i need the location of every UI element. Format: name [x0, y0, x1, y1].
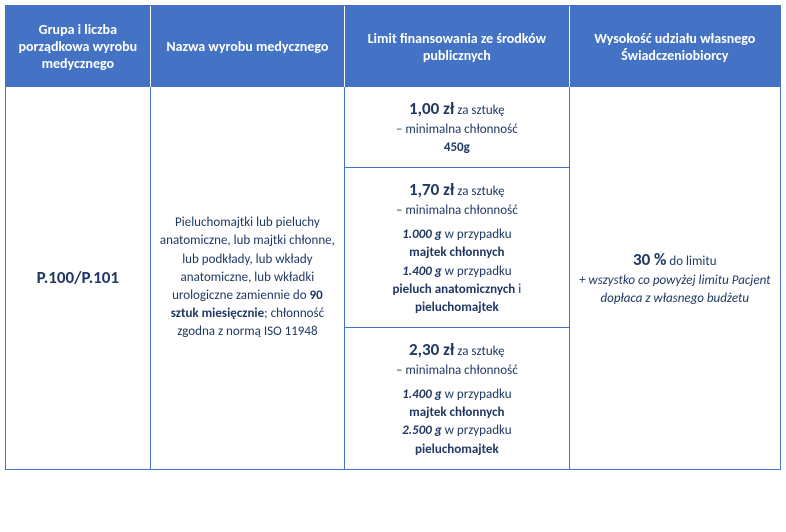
limit3-w2: 2.500 g	[402, 423, 442, 438]
limit1-weight: 450g	[357, 139, 556, 157]
header-limit: Limit finansowania ze środków publicznyc…	[345, 6, 569, 87]
header-share: Wysokość udziału własnego Świadczeniobio…	[570, 6, 780, 87]
cell-share: 30 % do limitu + wszystko co powyżej lim…	[570, 87, 780, 469]
limit-tier-1: 1,00 zł za sztukę – minimalna chłonność …	[345, 87, 568, 168]
limit3-w2-suffix: w przypadku	[442, 423, 512, 438]
cell-code: P.100/P.101	[6, 87, 151, 469]
limit2-w2: 1.400 g	[402, 264, 442, 279]
table-header-row: Grupa i liczba porządkowa wyrobu medyczn…	[6, 6, 780, 87]
limit2-w1-suffix: w przypadku	[442, 227, 512, 242]
limit2-w2-join: i	[515, 282, 521, 297]
header-product-name: Nazwa wyrobu medycznego	[151, 6, 346, 87]
limit-tier-3: 2,30 zł za sztukę – minimalna chłonność …	[345, 328, 568, 469]
table-row: P.100/P.101 Pieluchomajtki lub pieluchy …	[6, 87, 780, 469]
limit2-sub: – minimalna chłonność	[357, 202, 556, 220]
share-percent: 30 %	[633, 249, 666, 270]
limit1-sub: – minimalna chłonność	[357, 121, 556, 139]
limit3-price: 2,30 zł	[409, 339, 454, 360]
limit3-w1: 1.400 g	[402, 387, 442, 402]
limit1-price-suffix: za sztukę	[454, 103, 504, 118]
limit3-w2-item: pieluchomajtek	[357, 441, 556, 459]
share-note: + wszystko co powyżej limitu Pacjent dop…	[578, 272, 772, 308]
limit-tier-2: 1,70 zł za sztukę – minimalna chłonność …	[345, 168, 568, 328]
limit3-w1-suffix: w przypadku	[442, 387, 512, 402]
header-group: Grupa i liczba porządkowa wyrobu medyczn…	[6, 6, 151, 87]
limit2-w2-item2: pieluchomajtek	[357, 299, 556, 317]
product-code: P.100/P.101	[37, 267, 119, 288]
limit2-w1: 1.000 g	[402, 227, 442, 242]
share-percent-suffix: do limitu	[666, 254, 716, 269]
cell-product-desc: Pieluchomajtki lub pieluchy anatomiczne,…	[151, 87, 346, 469]
limit2-price: 1,70 zł	[409, 179, 454, 200]
limit3-sub: – minimalna chłonność	[357, 362, 556, 380]
cell-limits: 1,00 zł za sztukę – minimalna chłonność …	[345, 87, 569, 469]
limit3-price-suffix: za sztukę	[454, 344, 504, 359]
limit2-price-suffix: za sztukę	[454, 184, 504, 199]
financing-table: Grupa i liczba porządkowa wyrobu medyczn…	[5, 5, 781, 470]
limit1-price: 1,00 zł	[409, 98, 454, 119]
limit3-w1-item: majtek chłonnych	[357, 404, 556, 422]
limit2-w2-suffix: w przypadku	[442, 264, 512, 279]
limit2-w1-item: majtek chłonnych	[357, 244, 556, 262]
limit2-w2-item1: pieluch anatomicznych	[392, 282, 515, 297]
